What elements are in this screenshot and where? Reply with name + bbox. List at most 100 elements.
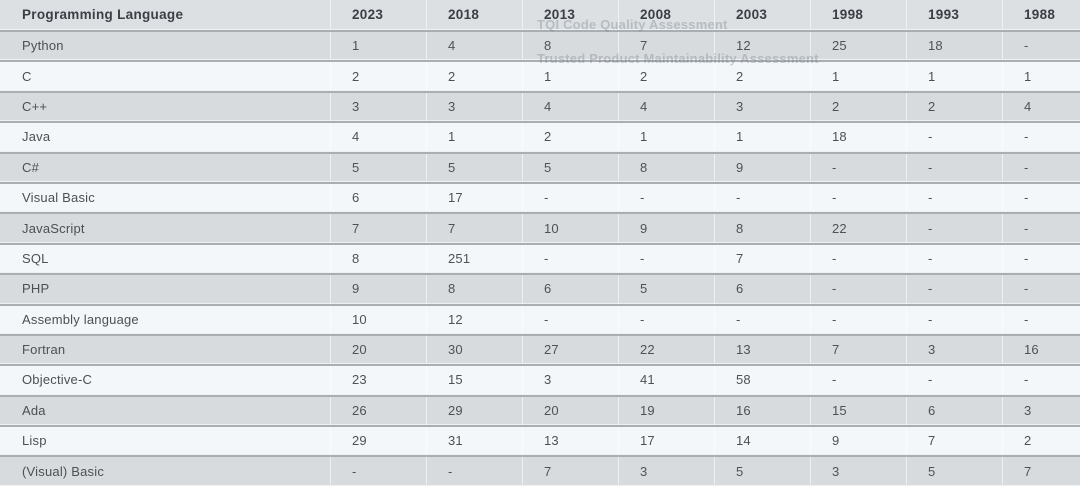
language-cell: PHP bbox=[0, 273, 330, 304]
rank-cell-1993: 5 bbox=[906, 455, 1002, 486]
rank-cell-1993: 6 bbox=[906, 394, 1002, 426]
rank-cell-2023: 7 bbox=[330, 212, 426, 243]
rank-cell-2013: 1 bbox=[522, 60, 618, 91]
table-row: Objective-C 23 15 3 41 58 - - - bbox=[0, 364, 1080, 395]
rank-cell-1993: 3 bbox=[906, 333, 1002, 365]
rank-cell-2018: 251 bbox=[426, 242, 522, 274]
language-cell: Lisp bbox=[0, 425, 330, 456]
rank-cell-2013: 4 bbox=[522, 90, 618, 122]
rank-cell-2023: 23 bbox=[330, 364, 426, 395]
rank-cell-1988: 4 bbox=[1002, 90, 1080, 122]
rank-cell-2018: 31 bbox=[426, 425, 522, 456]
rank-cell-2008: 1 bbox=[618, 121, 714, 152]
rank-cell-2013: 7 bbox=[522, 455, 618, 486]
rank-cell-1988: 7 bbox=[1002, 455, 1080, 486]
rank-cell-1988: - bbox=[1002, 151, 1080, 182]
rank-cell-2023: 9 bbox=[330, 273, 426, 304]
rank-cell-2003: 3 bbox=[714, 90, 810, 122]
language-cell: (Visual) Basic bbox=[0, 455, 330, 486]
rank-cell-2018: 2 bbox=[426, 60, 522, 91]
rank-cell-2023: 29 bbox=[330, 425, 426, 456]
rank-cell-1998: 18 bbox=[810, 121, 906, 152]
rank-cell-1988: - bbox=[1002, 364, 1080, 395]
rank-cell-2008: 2 bbox=[618, 60, 714, 91]
rank-cell-2013: 20 bbox=[522, 394, 618, 426]
column-header-year-2018: 2018 bbox=[426, 0, 522, 30]
rank-cell-2003: - bbox=[714, 303, 810, 334]
rank-cell-2018: 17 bbox=[426, 181, 522, 213]
rank-cell-1988: 3 bbox=[1002, 394, 1080, 426]
rank-cell-2023: 3 bbox=[330, 90, 426, 122]
table-row: Fortran 20 30 27 22 13 7 3 16 bbox=[0, 333, 1080, 365]
rank-cell-1988: 16 bbox=[1002, 333, 1080, 365]
rank-cell-2008: 8 bbox=[618, 151, 714, 182]
language-cell: C++ bbox=[0, 90, 330, 122]
rank-cell-1998: 15 bbox=[810, 394, 906, 426]
language-cell: C# bbox=[0, 151, 330, 182]
rank-cell-2003: 6 bbox=[714, 273, 810, 304]
rank-cell-2003: - bbox=[714, 181, 810, 213]
rank-cell-2018: 7 bbox=[426, 212, 522, 243]
rank-cell-1988: - bbox=[1002, 273, 1080, 304]
rank-cell-2013: - bbox=[522, 242, 618, 274]
rank-cell-1988: - bbox=[1002, 242, 1080, 274]
rank-cell-2008: 17 bbox=[618, 425, 714, 456]
table-row: Java 4 1 2 1 1 18 - - bbox=[0, 121, 1080, 152]
rank-cell-2003: 8 bbox=[714, 212, 810, 243]
rank-cell-1993: 2 bbox=[906, 90, 1002, 122]
rank-cell-2023: 20 bbox=[330, 333, 426, 365]
rank-cell-2008: 41 bbox=[618, 364, 714, 395]
table-row: Visual Basic 6 17 - - - - - - bbox=[0, 181, 1080, 213]
rank-cell-1988: 2 bbox=[1002, 425, 1080, 456]
rank-cell-2008: - bbox=[618, 242, 714, 274]
rank-cell-2013: 3 bbox=[522, 364, 618, 395]
rank-cell-2018: 4 bbox=[426, 30, 522, 61]
rank-cell-2008: 19 bbox=[618, 394, 714, 426]
rank-cell-1993: - bbox=[906, 364, 1002, 395]
rank-cell-2018: 29 bbox=[426, 394, 522, 426]
rank-cell-2003: 5 bbox=[714, 455, 810, 486]
column-header-year-1993: 1993 bbox=[906, 0, 1002, 30]
rank-cell-2008: 4 bbox=[618, 90, 714, 122]
rank-cell-1998: - bbox=[810, 181, 906, 213]
language-cell: Fortran bbox=[0, 333, 330, 365]
rank-cell-2003: 14 bbox=[714, 425, 810, 456]
rank-cell-2018: 12 bbox=[426, 303, 522, 334]
table-row: Python 1 4 8 7 12 25 18 - bbox=[0, 30, 1080, 61]
rank-cell-1998: 9 bbox=[810, 425, 906, 456]
rank-cell-1998: 22 bbox=[810, 212, 906, 243]
language-cell: Assembly language bbox=[0, 303, 330, 334]
language-cell: JavaScript bbox=[0, 212, 330, 243]
rank-cell-2008: - bbox=[618, 181, 714, 213]
rank-cell-1993: - bbox=[906, 181, 1002, 213]
rank-cell-1993: - bbox=[906, 121, 1002, 152]
rank-cell-2023: 5 bbox=[330, 151, 426, 182]
rank-cell-1998: 2 bbox=[810, 90, 906, 122]
rank-cell-2008: 3 bbox=[618, 455, 714, 486]
rank-cell-1998: - bbox=[810, 242, 906, 274]
language-cell: SQL bbox=[0, 242, 330, 274]
rank-cell-1998: - bbox=[810, 273, 906, 304]
rank-cell-1993: - bbox=[906, 151, 1002, 182]
column-header-year-2008: 2008 bbox=[618, 0, 714, 30]
column-header-year-2003: 2003 bbox=[714, 0, 810, 30]
column-header-year-2023: 2023 bbox=[330, 0, 426, 30]
rank-cell-2013: 10 bbox=[522, 212, 618, 243]
rank-cell-2023: 10 bbox=[330, 303, 426, 334]
rank-cell-1993: 18 bbox=[906, 30, 1002, 61]
rank-cell-2013: 5 bbox=[522, 151, 618, 182]
column-header-year-1998: 1998 bbox=[810, 0, 906, 30]
table-row: SQL 8 251 - - 7 - - - bbox=[0, 242, 1080, 274]
rank-cell-2018: - bbox=[426, 455, 522, 486]
rank-cell-1988: 1 bbox=[1002, 60, 1080, 91]
rank-cell-2023: 1 bbox=[330, 30, 426, 61]
rank-cell-2003: 13 bbox=[714, 333, 810, 365]
rank-cell-2018: 1 bbox=[426, 121, 522, 152]
column-header-year-1988: 1988 bbox=[1002, 0, 1080, 30]
rank-cell-1998: 3 bbox=[810, 455, 906, 486]
rank-cell-1993: 7 bbox=[906, 425, 1002, 456]
rank-cell-2023: 2 bbox=[330, 60, 426, 91]
table-row: Lisp 29 31 13 17 14 9 7 2 bbox=[0, 425, 1080, 456]
rank-cell-2018: 8 bbox=[426, 273, 522, 304]
rank-cell-2018: 5 bbox=[426, 151, 522, 182]
